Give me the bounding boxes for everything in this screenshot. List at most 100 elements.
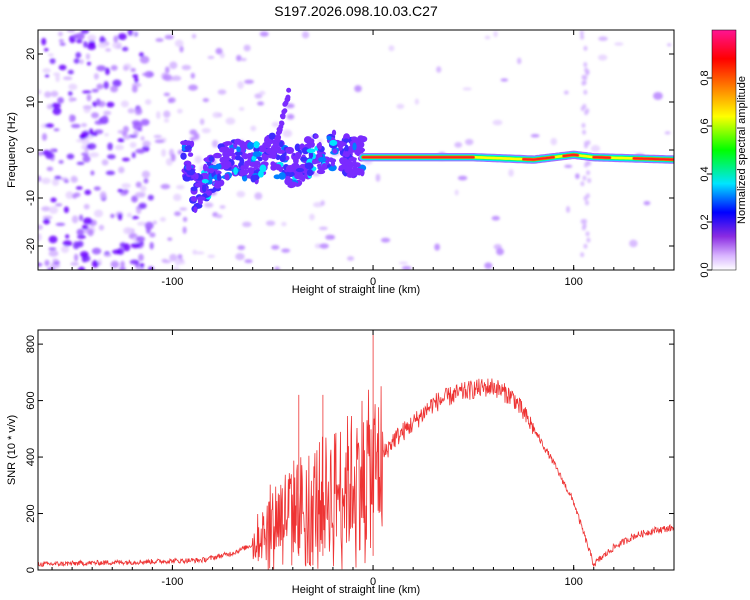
noise-blob <box>41 37 47 46</box>
noise-blob <box>465 138 474 146</box>
noise-blob <box>313 201 323 208</box>
ridge-blob <box>330 159 336 167</box>
ridge-blob <box>206 160 212 167</box>
ridge-blob <box>314 134 319 139</box>
noise-blob <box>135 107 143 116</box>
ridge-blob <box>283 100 289 106</box>
noise-blob <box>113 35 119 43</box>
spectrogram-y-tick-label: 10 <box>25 96 37 108</box>
ridge-core <box>632 157 674 161</box>
ridge-blob <box>184 145 191 151</box>
ridge-blob <box>273 164 282 169</box>
noise-blob <box>68 83 78 91</box>
noise-blob <box>126 212 132 218</box>
ridge-blob <box>222 150 231 158</box>
ridge-blob <box>306 168 314 177</box>
noise-blob <box>97 258 102 265</box>
colorbar-label: Normalized spectral amplitude <box>736 76 748 224</box>
noise-blob <box>117 33 127 41</box>
ridge-blob <box>275 136 281 142</box>
noise-blob <box>112 79 122 87</box>
colorbar-gradient <box>711 29 737 271</box>
noise-blob <box>66 30 76 33</box>
ridge-blob <box>223 141 233 146</box>
colorbar-ticks: 0.0 0.2 0.4 0.6 0.8 <box>699 70 712 278</box>
noise-blob <box>169 253 178 262</box>
ridge-blob <box>271 149 277 155</box>
ridge-blob <box>252 151 262 157</box>
noise-blob <box>117 213 123 221</box>
ridge-blob <box>278 172 286 180</box>
ridge-blob <box>180 152 187 160</box>
ridge-blob <box>190 186 198 192</box>
noise-blob <box>629 239 638 248</box>
noise-blob <box>259 31 269 37</box>
noise-blob <box>309 213 315 221</box>
noise-blob <box>65 234 70 239</box>
noise-blob <box>144 221 154 230</box>
noise-blob <box>93 209 104 218</box>
noise-blob <box>585 70 590 76</box>
ridge-blob <box>279 113 285 119</box>
ridge-blob <box>236 146 241 153</box>
noise-blob <box>91 88 99 93</box>
noise-blob <box>103 110 112 116</box>
ridge-blob <box>352 168 359 174</box>
noise-blob <box>580 252 585 258</box>
spectrogram-y-tick-label: -10 <box>25 190 37 206</box>
ridge-blob <box>239 169 245 177</box>
noise-blob <box>211 139 219 148</box>
noise-blob <box>45 152 54 160</box>
ridge-blob <box>286 87 292 93</box>
noise-blob <box>149 232 156 238</box>
ridge-blob <box>243 162 249 170</box>
noise-blob <box>91 112 99 119</box>
noise-blob <box>174 258 181 266</box>
colorbar-tick-label: 0.4 <box>699 166 711 181</box>
noise-blob <box>110 85 119 93</box>
ridge-blob <box>233 167 238 175</box>
noise-blob <box>667 43 672 47</box>
noise-blob <box>76 39 83 44</box>
noise-blob <box>117 188 124 193</box>
noise-blob <box>63 179 69 184</box>
noise-blob <box>87 228 94 237</box>
noise-blob <box>140 136 145 141</box>
noise-blob <box>105 48 112 52</box>
spectrogram-y-ticks: -20 -10 0 10 20 <box>25 48 674 254</box>
ridge-blob <box>321 162 328 170</box>
ridge-blob <box>331 129 337 136</box>
noise-blob <box>118 166 125 174</box>
noise-blob <box>131 195 138 203</box>
noise-blob <box>127 30 134 36</box>
ridge-blob <box>224 161 232 168</box>
noise-blob <box>53 128 60 132</box>
noise-blob <box>346 256 355 261</box>
ridge-blob <box>308 138 315 144</box>
noise-blob <box>598 36 608 42</box>
ridge-blob <box>262 141 272 149</box>
noise-blob <box>97 42 107 48</box>
noise-blob <box>217 89 227 95</box>
noise-blob <box>44 74 50 78</box>
noise-blob <box>643 201 651 206</box>
noise-blob <box>55 203 63 207</box>
ridge-blob <box>343 138 350 143</box>
ridge-blob <box>343 151 350 158</box>
noise-blob <box>88 39 95 47</box>
noise-blob <box>140 118 150 126</box>
noise-blob <box>583 62 588 68</box>
noise-blob <box>457 175 468 181</box>
noise-blob <box>154 139 165 144</box>
noise-blob <box>101 115 109 123</box>
ridge-blob <box>259 164 267 173</box>
noise-blob <box>491 215 500 221</box>
noise-blob <box>580 34 585 40</box>
noise-blob <box>583 75 588 81</box>
noise-blob <box>80 30 90 34</box>
colorbar-tick-label: 0.6 <box>699 118 711 133</box>
noise-blob <box>240 57 247 62</box>
noise-blob <box>49 206 59 214</box>
ridge-blob <box>239 144 247 153</box>
